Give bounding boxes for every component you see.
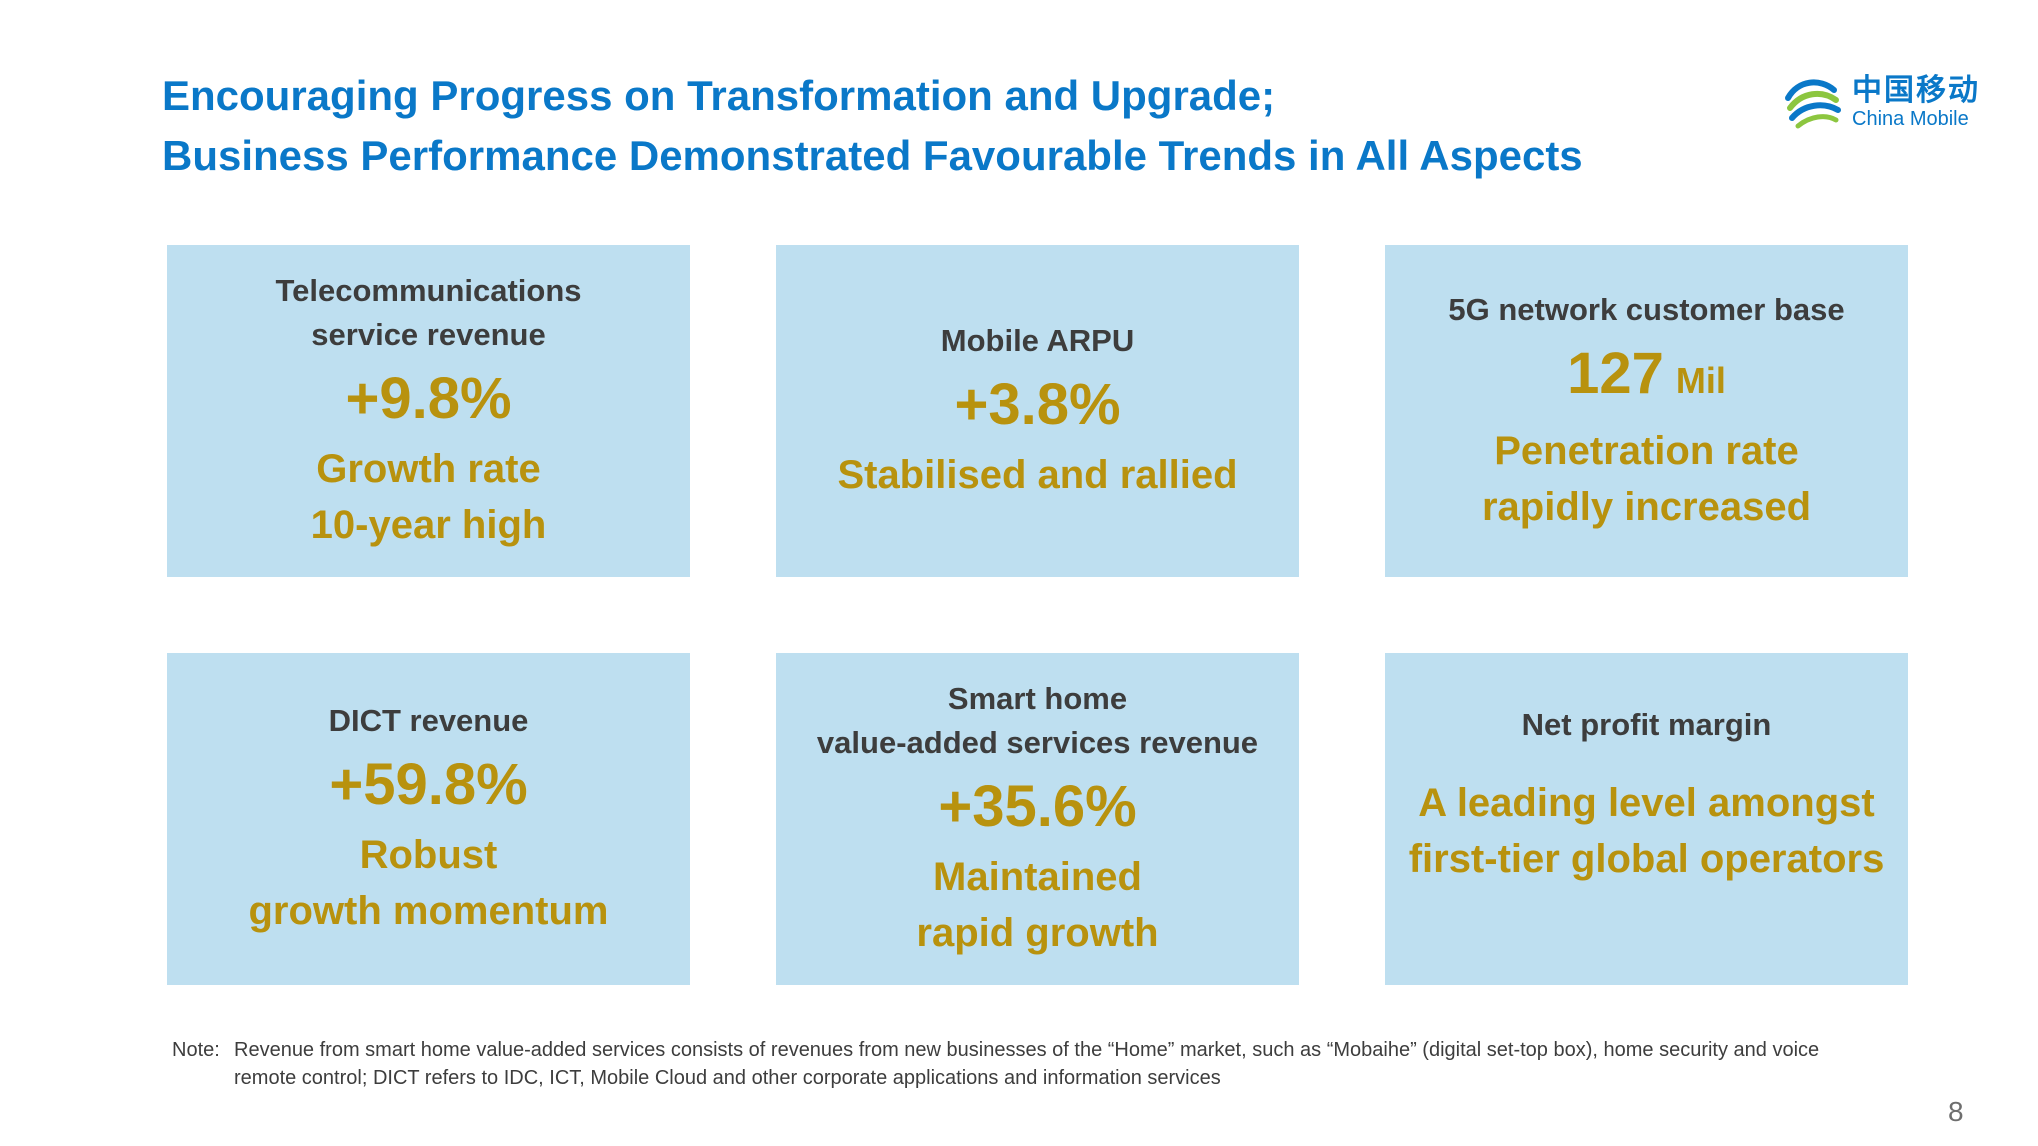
- card-value: +59.8%: [329, 752, 528, 817]
- card-value: 127 Mil: [1567, 340, 1726, 406]
- title-line-1: Encouraging Progress on Transformation a…: [162, 72, 1276, 119]
- card-value: +9.8%: [345, 366, 512, 431]
- card-value: +3.8%: [954, 372, 1121, 437]
- page-title: Encouraging Progress on Transformation a…: [162, 66, 1583, 186]
- card-smart-home-revenue: Smart home value-added services revenue …: [776, 653, 1299, 985]
- china-mobile-swirl-icon: [1780, 68, 1844, 137]
- card-value-unit: Mil: [1675, 359, 1726, 401]
- card-label: Smart home value-added services revenue: [816, 681, 1259, 760]
- page-number: 8: [1948, 1096, 1964, 1127]
- card-net-profit-margin: Net profit margin A leading level amongs…: [1385, 653, 1908, 985]
- card-label: 5G network customer base: [1448, 291, 1845, 327]
- card-label: Mobile ARPU: [940, 323, 1135, 358]
- card-description: Growth rate 10-year high: [310, 447, 547, 547]
- card-telecom-revenue: Telecommunications service revenue +9.8%…: [167, 245, 690, 577]
- logo-english-text: China Mobile: [1852, 107, 1969, 130]
- card-description: Stabilised and rallied: [837, 453, 1238, 497]
- card-description: Robust growth momentum: [248, 833, 609, 933]
- card-label: Net profit margin: [1521, 707, 1772, 742]
- card-description: Penetration rate rapidly increased: [1481, 428, 1812, 529]
- logo-chinese-text: 中国移动: [1852, 73, 1980, 107]
- title-line-2: Business Performance Demonstrated Favour…: [162, 132, 1583, 179]
- card-description: Maintained rapid growth: [916, 855, 1159, 955]
- footnote-text: Revenue from smart home value-added serv…: [234, 1039, 1820, 1089]
- card-description: A leading level amongst first-tier globa…: [1408, 781, 1885, 881]
- footnote: Note: Revenue from smart home value-adde…: [172, 1036, 1874, 1092]
- card-value: +35.6%: [938, 774, 1137, 839]
- card-label: Telecommunications service revenue: [275, 273, 582, 352]
- china-mobile-logo: 中国移动 China Mobile: [1780, 68, 1980, 137]
- footnote-label: Note:: [172, 1039, 220, 1061]
- card-dict-revenue: DICT revenue +59.8% Robust growth moment…: [167, 653, 690, 985]
- card-5g-customer-base: 5G network customer base 127 Mil Penetrat…: [1385, 245, 1908, 577]
- card-mobile-arpu: Mobile ARPU +3.8% Stabilised and rallied: [776, 245, 1299, 577]
- card-label: DICT revenue: [328, 703, 529, 738]
